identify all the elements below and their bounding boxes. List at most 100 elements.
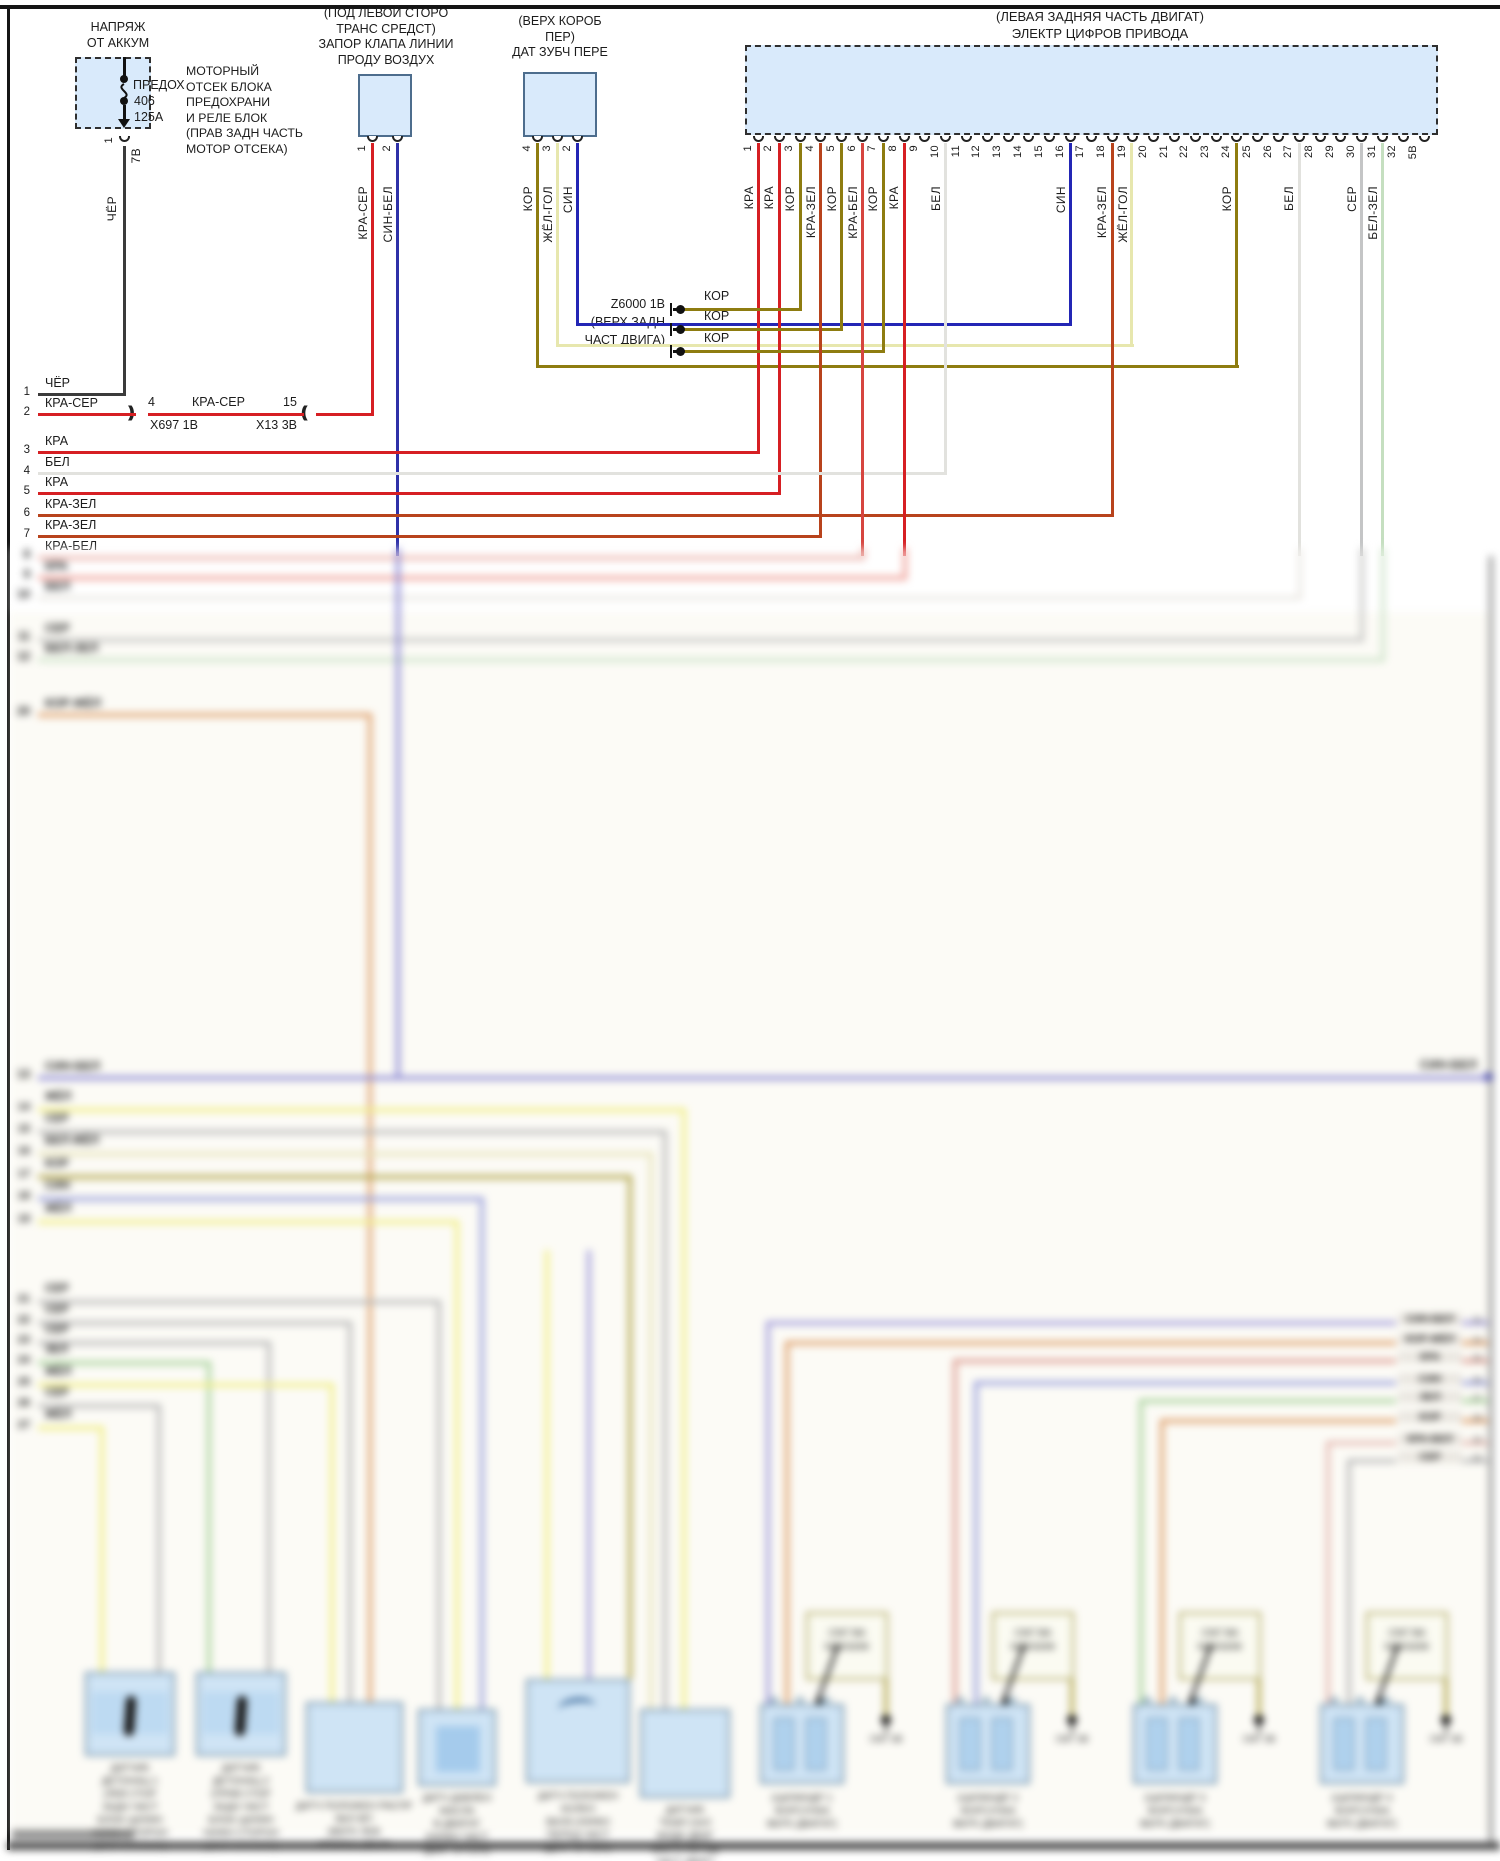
wire-label: КРА-БЕЛ [845, 186, 860, 239]
row-number: 35 [1472, 1353, 1483, 1363]
component-caption: ДАТЧ ПОЛОЖЕН [537, 1791, 619, 1802]
wire-segment [38, 713, 371, 717]
callout-line: СМ7 ВА [1201, 1628, 1239, 1639]
wire-segment [649, 1152, 653, 1709]
wire-label: КОР [866, 186, 881, 212]
row-number: 13 [17, 1069, 30, 1081]
pin-connector-icon [1189, 136, 1201, 142]
ground-node [881, 1715, 891, 1725]
row-label: КРА-ЗЕЛ [45, 497, 97, 511]
pin-number: 22 [1178, 145, 1191, 159]
row-number: 15 [17, 1123, 30, 1135]
wire-segment [100, 1426, 104, 1672]
row-label: БЕЛ [45, 455, 70, 469]
component-caption: (ЦИЛИНДР 4 [1331, 1793, 1393, 1804]
ground-node [676, 325, 685, 334]
component-caption: ФОРСУНКА [1334, 1806, 1390, 1817]
wire-segment [1298, 143, 1301, 556]
pin-connector-icon [1127, 136, 1139, 142]
splice-left-pin: 4 [148, 395, 155, 409]
ground-wire-label-3: КОР [704, 331, 730, 345]
injector-pin-node [1002, 1698, 1009, 1705]
wire-segment [1160, 1419, 1164, 1704]
wire-segment [819, 143, 822, 538]
row-label: ЧЁР [45, 376, 71, 390]
wire-segment [1381, 143, 1384, 556]
component-caption: (ВЕРХ ПЕРЕД [651, 1844, 719, 1855]
row-number: 19 [17, 1213, 30, 1225]
wire-label: БЕЛ [928, 186, 943, 211]
component-caption: ДАТЧ ДАВЛЕН [422, 1793, 492, 1804]
pin-connector-icon [877, 136, 889, 142]
pin-connector-icon [1002, 136, 1014, 142]
row-number: 23 [17, 1334, 30, 1346]
row-label: ЗЕЛ [1398, 1391, 1462, 1403]
wire-segment [903, 548, 907, 580]
component-caption: ВАЛА (НИЖН [546, 1817, 610, 1828]
wire-label: БЕЛ-ЗЕЛ [1365, 186, 1380, 240]
wire-segment [38, 596, 1301, 600]
component-caption: В ДВИГАТ [433, 1819, 481, 1830]
splice-right-connector: X13 3В [256, 418, 298, 432]
row-number: 5 [23, 485, 30, 497]
fuse-symbol [120, 83, 128, 99]
wire-segment [536, 365, 1239, 368]
injector-box [1320, 1704, 1404, 1784]
row-label: КОР-ЖЁЛ [1398, 1333, 1462, 1345]
pin-connector-icon [1314, 136, 1326, 142]
fuse-label: ПРЕДОХ [133, 78, 185, 92]
wire-segment [1462, 1419, 1488, 1423]
splice-left-connector: X697 1В [150, 418, 198, 432]
wire-segment [953, 1359, 1396, 1363]
pin-connector-icon [1293, 136, 1305, 142]
wire-label: ЖЁЛ-ГОЛ [540, 186, 555, 243]
pin-number: 26 [1261, 145, 1274, 159]
pin-connector-icon [940, 136, 952, 142]
pin-number: 23 [1199, 145, 1212, 159]
row-label: СИН [45, 1180, 70, 1192]
row-label: КРА [45, 559, 68, 573]
purge-valve-box [358, 74, 412, 137]
pin-connector-icon [961, 136, 972, 142]
wire-segment [38, 576, 906, 580]
pin-connector-icon [1377, 136, 1388, 142]
row-number: 22 [17, 1314, 30, 1326]
row-number: 40 [1472, 1453, 1483, 1463]
pin-connector-icon [1085, 136, 1097, 142]
wire-segment [207, 1361, 211, 1672]
page-border-right [1489, 556, 1493, 1850]
wire-label: КРА [741, 186, 756, 210]
component-caption: БЛОК ЦИЛИН [208, 1815, 274, 1826]
splice-mid-wire: КРА-СЕР [192, 395, 245, 409]
pin-number: 3 [783, 145, 796, 152]
temp-sensor-box [640, 1709, 730, 1798]
row-label: КРА [1398, 1351, 1462, 1363]
injector-box [1133, 1704, 1217, 1784]
wire-label: КРА [762, 186, 777, 210]
row-label: СЕР [45, 1283, 69, 1295]
row-label: БЕЛ [45, 579, 71, 593]
component-caption: СТОРОН ДВИГ) [317, 1840, 391, 1851]
wire-segment [974, 1381, 978, 1704]
wire-segment [267, 1341, 271, 1672]
oil-sensor-inner [436, 1726, 480, 1772]
component-caption: НИЖН СТОРОН [203, 1828, 279, 1839]
injector-coil-icon [1334, 1718, 1354, 1770]
row-label: СЕР [45, 1324, 69, 1336]
wire-segment [38, 1130, 666, 1134]
pin-number: 1 [741, 145, 754, 152]
injector-box [946, 1704, 1030, 1784]
ground-label: СМ7 3В [869, 1734, 903, 1744]
pin-number: 4 [803, 145, 816, 152]
component-caption: ДВИГ ОТСЕКА) [93, 1841, 167, 1852]
wire-segment [316, 413, 373, 416]
pin-connector-icon [1210, 136, 1222, 142]
pin-number: 2 [380, 145, 393, 152]
wire-segment [1130, 143, 1133, 347]
row-label: СЕР [45, 1387, 69, 1399]
wire-segment [1139, 1399, 1143, 1704]
pin-connector-icon [1231, 136, 1243, 142]
row-label: КРА-БЕЛ [1398, 1433, 1462, 1445]
fuse-side-note: МОТОРНЫЙ ОТСЕК БЛОКА ПРЕДОХРАНИ И РЕЛЕ БЛО… [186, 64, 303, 156]
